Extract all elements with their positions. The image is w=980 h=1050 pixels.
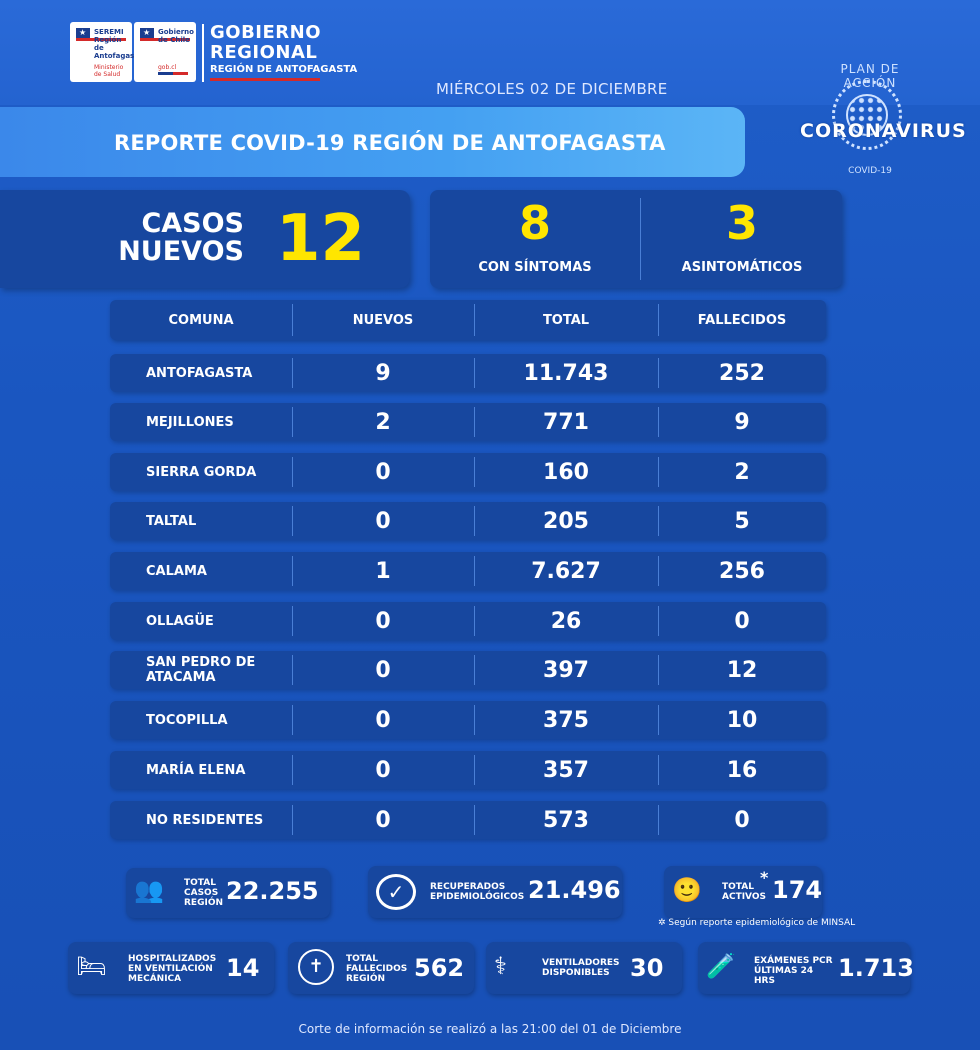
patient-icon: 🙂 xyxy=(672,876,702,904)
con-sintomas-label: CON SÍNTOMAS xyxy=(478,260,592,275)
nuevos-cell: 0 xyxy=(375,459,391,485)
fallecidos-cell: 252 xyxy=(719,360,765,386)
ventilator-icon: ⚕ xyxy=(494,952,507,980)
comuna-cell: MARÍA ELENA xyxy=(146,762,246,778)
comuna-cell: TALTAL xyxy=(146,513,197,529)
hospital-bed-icon: 🛏 xyxy=(76,952,107,980)
total-cell: 7.627 xyxy=(531,558,601,584)
people-group-icon: 👥 xyxy=(134,876,164,904)
gobierno-regional-logo: GOBIERNO REGIONAL REGIÓN DE ANTOFAGASTA xyxy=(210,24,357,81)
table-header: COMUNA NUEVOS TOTAL FALLECIDOS xyxy=(110,300,826,340)
comuna-cell: NO RESIDENTES xyxy=(146,812,264,828)
cross-icon: ✝ xyxy=(298,949,334,985)
minsal-note: ✲ Según reporte epidemiológico de MINSAL xyxy=(658,918,856,928)
nuevos-cell: 0 xyxy=(375,657,391,683)
comuna-cell: SIERRA GORDA xyxy=(146,464,257,480)
table-row: SIERRA GORDA 0 160 2 xyxy=(110,453,826,491)
fallecidos-panel: ✝ TOTAL FALLECIDOS REGIÓN 562 xyxy=(288,942,474,994)
logo-separator xyxy=(202,24,204,82)
activos-asterisk: * xyxy=(760,868,769,887)
casos-nuevos-panel: CASOS NUEVOS 12 xyxy=(0,190,410,288)
asintomaticos-label: ASINTOMÁTICOS xyxy=(681,260,803,275)
comuna-cell: ANTOFAGASTA xyxy=(146,365,253,381)
table-row: SAN PEDRO DE ATACAMA 0 397 12 xyxy=(110,651,826,689)
nuevos-cell: 0 xyxy=(375,807,391,833)
table-row: NO RESIDENTES 0 573 0 xyxy=(110,801,826,839)
nuevos-cell: 9 xyxy=(375,360,391,386)
gobierno-chile-logo: ★ Gobierno de Chile gob.cl xyxy=(134,22,196,82)
comuna-cell: TOCOPILLA xyxy=(146,712,228,728)
activos-panel: 🙂 TOTAL ACTIVOS * 174 xyxy=(664,866,822,918)
pcr-panel: 🧪 EXÁMENES PCR ÚLTIMAS 24 HRS 1.713 xyxy=(698,942,914,994)
table-row: OLLAGÜE 0 26 0 xyxy=(110,602,826,640)
table-row: CALAMA 1 7.627 256 xyxy=(110,552,826,590)
total-cell: 771 xyxy=(543,409,589,435)
coronavirus-badge: PLAN DE ACCIÓN CORONAVIRUS COVID-19 xyxy=(800,62,967,176)
table-row: ANTOFAGASTA 9 11.743 252 xyxy=(110,354,826,392)
nuevos-cell: 0 xyxy=(375,608,391,634)
fallecidos-cell: 10 xyxy=(726,707,758,733)
fallecidos-cell: 2 xyxy=(734,459,750,485)
sintomas-panel: 8 CON SÍNTOMAS 3 ASINTOMÁTICOS xyxy=(430,190,842,288)
asintomaticos-value: 3 xyxy=(725,196,758,250)
seremi-logo: ★ SEREMI Región de Antofagasta Ministeri… xyxy=(70,22,142,82)
page-title: REPORTE COVID-19 REGIÓN DE ANTOFAGASTA xyxy=(114,131,666,155)
fallecidos-cell: 256 xyxy=(719,558,765,584)
nuevos-cell: 0 xyxy=(375,757,391,783)
con-sintomas-value: 8 xyxy=(518,196,551,250)
comuna-cell: MEJILLONES xyxy=(146,414,234,430)
table-row: TOCOPILLA 0 375 10 xyxy=(110,701,826,739)
comuna-cell: OLLAGÜE xyxy=(146,613,214,629)
casos-nuevos-value: 12 xyxy=(276,202,366,276)
recuperados-panel: ✓ RECUPERADOS EPIDEMIOLÓGICOS 21.496 xyxy=(368,866,622,918)
virus-icon xyxy=(832,80,902,150)
ventiladores-panel: ⚕ VENTILADORES DISPONIBLES 30 xyxy=(486,942,682,994)
nuevos-cell: 0 xyxy=(375,707,391,733)
footer-note: Corte de información se realizó a las 21… xyxy=(298,1022,682,1036)
total-cell: 26 xyxy=(550,608,582,634)
nuevos-cell: 1 xyxy=(375,558,391,584)
hospitalizados-panel: 🛏 HOSPITALIZADOS EN VENTILACIÓN MECÁNICA… xyxy=(68,942,274,994)
test-tubes-icon: 🧪 xyxy=(706,952,736,980)
table-row: TALTAL 0 205 5 xyxy=(110,502,826,540)
total-casos-panel: 👥 TOTAL CASOS REGIÓN 22.255 xyxy=(126,868,330,918)
comuna-cell: SAN PEDRO DE ATACAMA xyxy=(146,655,256,685)
fallecidos-cell: 12 xyxy=(726,657,758,683)
table-row: MARÍA ELENA 0 357 16 xyxy=(110,751,826,789)
total-cell: 160 xyxy=(543,459,589,485)
table-row: MEJILLONES 2 771 9 xyxy=(110,403,826,441)
total-cell: 375 xyxy=(543,707,589,733)
total-cell: 205 xyxy=(543,508,589,534)
fallecidos-cell: 0 xyxy=(734,608,750,634)
total-cell: 573 xyxy=(543,807,589,833)
nuevos-cell: 2 xyxy=(375,409,391,435)
title-banner: REPORTE COVID-19 REGIÓN DE ANTOFAGASTA xyxy=(0,107,745,177)
total-cell: 357 xyxy=(543,757,589,783)
report-date: MIÉRCOLES 02 DE DICIEMBRE xyxy=(436,80,668,98)
total-cell: 11.743 xyxy=(523,360,609,386)
total-cell: 397 xyxy=(543,657,589,683)
fallecidos-cell: 5 xyxy=(734,508,750,534)
fallecidos-cell: 0 xyxy=(734,807,750,833)
comuna-cell: CALAMA xyxy=(146,563,207,579)
nuevos-cell: 0 xyxy=(375,508,391,534)
fallecidos-cell: 16 xyxy=(726,757,758,783)
fallecidos-cell: 9 xyxy=(734,409,750,435)
virus-check-icon: ✓ xyxy=(376,874,416,910)
